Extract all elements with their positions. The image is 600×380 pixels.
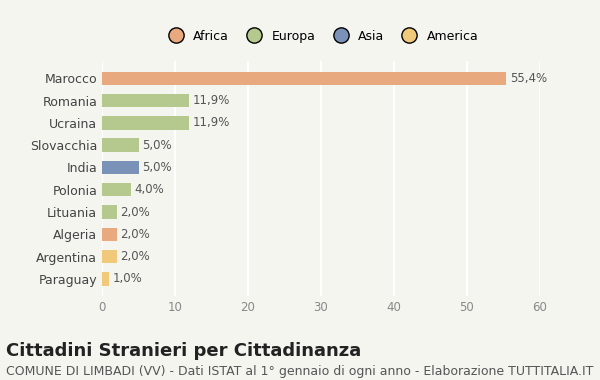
Bar [102,138,139,152]
Bar [102,205,116,219]
Text: 1,0%: 1,0% [113,272,143,285]
Bar [102,228,116,241]
Text: 55,4%: 55,4% [510,72,547,85]
Text: Cittadini Stranieri per Cittadinanza: Cittadini Stranieri per Cittadinanza [6,342,361,360]
Text: 2,0%: 2,0% [120,228,150,241]
Text: 11,9%: 11,9% [193,116,230,129]
Bar [102,94,189,107]
Bar [102,183,131,196]
Bar [102,71,506,85]
Text: COMUNE DI LIMBADI (VV) - Dati ISTAT al 1° gennaio di ogni anno - Elaborazione TU: COMUNE DI LIMBADI (VV) - Dati ISTAT al 1… [6,365,593,378]
Bar [102,116,189,130]
Bar [102,161,139,174]
Text: 4,0%: 4,0% [135,183,164,196]
Text: 5,0%: 5,0% [142,139,172,152]
Text: 2,0%: 2,0% [120,250,150,263]
Text: 5,0%: 5,0% [142,161,172,174]
Bar [102,272,109,286]
Text: 11,9%: 11,9% [193,94,230,107]
Text: 2,0%: 2,0% [120,206,150,218]
Legend: Africa, Europa, Asia, America: Africa, Europa, Asia, America [158,25,484,48]
Bar [102,250,116,263]
